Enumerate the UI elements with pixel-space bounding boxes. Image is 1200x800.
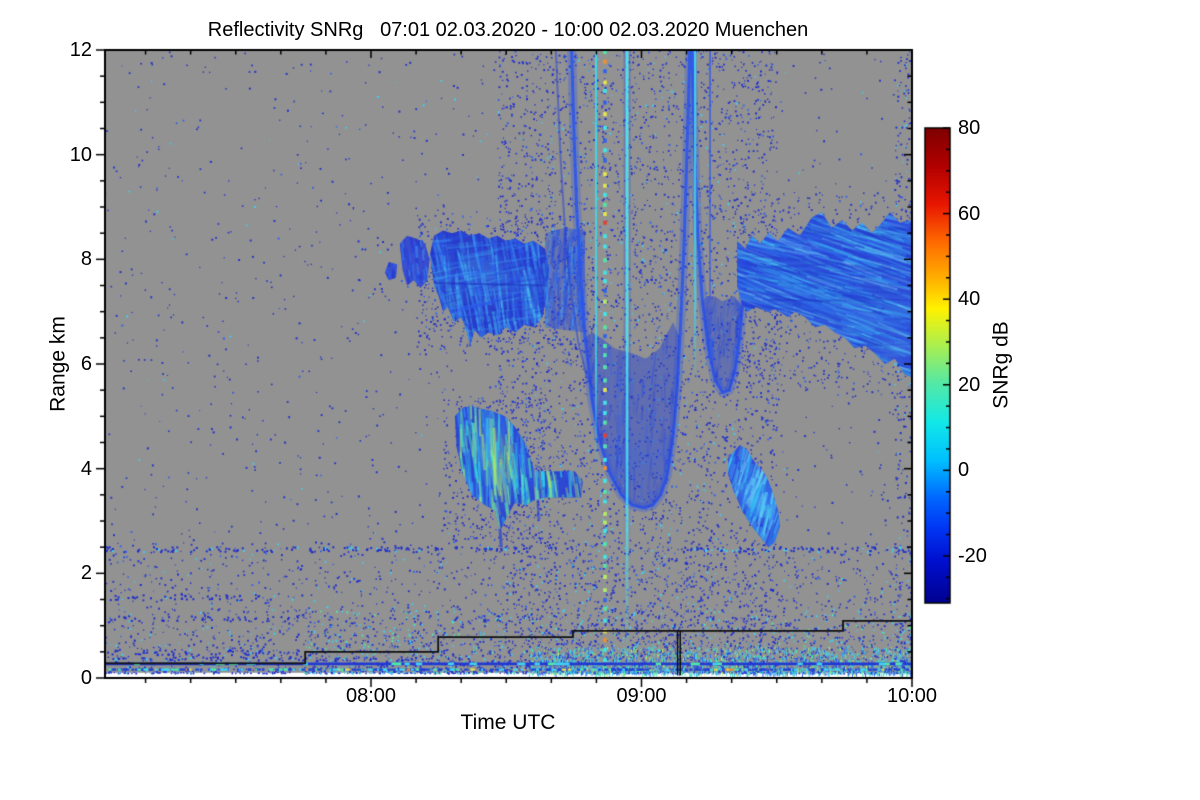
y-tick-label: 8: [80, 248, 92, 271]
x-axis-label: Time UTC: [460, 711, 556, 734]
y-tick-label: 12: [69, 39, 92, 61]
y-tick-label: 2: [80, 562, 92, 585]
y-tick-label: 4: [80, 457, 92, 480]
colorbar-label: SNRg dB: [989, 321, 1013, 409]
colorbar-tick-label: 60: [958, 202, 981, 225]
colorbar-tick-label: 0: [958, 459, 970, 482]
x-tick-label: 10:00: [886, 685, 938, 707]
x-tick-label: 08:00: [345, 685, 397, 707]
y-tick-label: 10: [69, 143, 92, 166]
colorbar-tick-label: 80: [958, 117, 981, 139]
x-tick-label: 09:00: [616, 685, 667, 707]
y-tick-label: 0: [80, 667, 92, 689]
colorbar-tick-label: 20: [958, 373, 981, 396]
y-tick-label: 6: [80, 353, 92, 375]
chart-title: Reflectivity SNRg 07:01 02.03.2020 - 10:…: [207, 19, 809, 41]
colorbar-tick-label: -20: [958, 544, 987, 567]
colorbar-tick-label: 40: [958, 288, 981, 311]
